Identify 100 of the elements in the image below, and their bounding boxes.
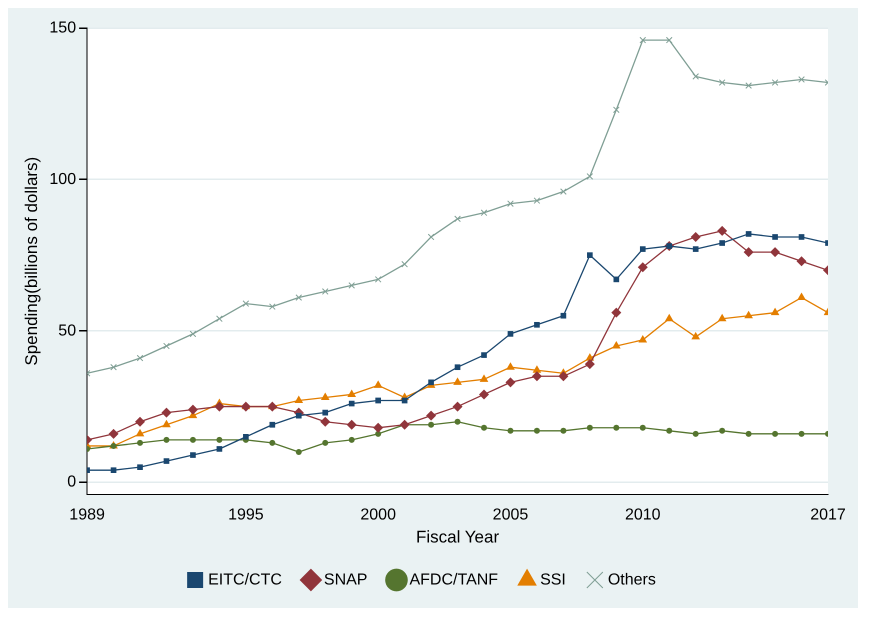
point	[348, 436, 355, 443]
point	[534, 322, 540, 328]
point	[798, 430, 805, 437]
point	[216, 315, 223, 322]
point	[322, 410, 328, 416]
point	[638, 334, 648, 342]
point	[164, 458, 170, 464]
point	[560, 312, 566, 319]
y-tick-label: 100	[49, 170, 76, 188]
point	[320, 416, 330, 427]
point	[744, 310, 753, 318]
point	[348, 282, 356, 289]
point	[428, 422, 434, 428]
point	[508, 331, 514, 337]
point	[772, 234, 778, 240]
point	[797, 292, 806, 300]
legend-label: AFDC/TANF	[409, 571, 498, 588]
point	[481, 352, 487, 358]
point	[746, 231, 752, 237]
point	[798, 234, 804, 240]
point	[320, 392, 330, 400]
point	[269, 422, 276, 428]
point	[428, 380, 434, 386]
point	[346, 420, 357, 430]
point	[719, 240, 725, 246]
point	[110, 467, 116, 473]
point	[137, 440, 144, 446]
point	[746, 430, 752, 437]
point	[506, 362, 515, 370]
point	[428, 234, 434, 240]
point	[214, 402, 224, 412]
point	[348, 400, 355, 406]
x-tick-label: 1989	[69, 506, 105, 524]
point	[770, 247, 780, 258]
point	[719, 428, 726, 434]
point	[691, 332, 700, 340]
y-tick-label: 50	[58, 322, 76, 340]
point	[638, 262, 648, 272]
x-tick-label: 1995	[228, 506, 264, 524]
point	[479, 389, 490, 400]
point	[664, 314, 674, 322]
point	[161, 408, 172, 418]
point	[532, 371, 542, 382]
point	[666, 428, 672, 434]
point	[613, 424, 620, 431]
point	[558, 371, 568, 382]
point	[480, 209, 488, 216]
x-axis-title: Fiscal Year	[416, 527, 500, 546]
point	[135, 416, 146, 427]
point	[136, 354, 144, 362]
point	[534, 197, 540, 204]
point	[402, 398, 408, 404]
point	[612, 341, 621, 348]
point	[745, 82, 752, 89]
point	[717, 226, 728, 236]
point	[373, 422, 384, 433]
point	[611, 308, 622, 318]
point	[640, 424, 646, 431]
y-axis-title: Spending(billions of dollars)	[22, 156, 41, 366]
point	[587, 252, 593, 258]
point	[666, 36, 673, 44]
point	[507, 200, 514, 207]
point	[294, 396, 304, 404]
point	[690, 232, 701, 242]
legend-label: EITC/CTC	[208, 571, 282, 588]
legend-label: Others	[608, 571, 656, 588]
point	[163, 436, 170, 443]
point	[692, 430, 699, 437]
point	[426, 410, 436, 421]
point	[162, 420, 171, 428]
point	[163, 342, 170, 350]
point	[454, 364, 460, 370]
point	[612, 106, 620, 114]
point	[772, 79, 778, 86]
point	[586, 424, 593, 431]
point	[481, 424, 488, 431]
point	[295, 294, 302, 301]
point	[267, 402, 278, 412]
point	[243, 434, 249, 440]
x-tick-label: 2017	[810, 506, 846, 524]
point	[322, 440, 328, 446]
point	[108, 428, 119, 439]
point	[296, 412, 302, 418]
point	[136, 428, 144, 436]
x-tick-label: 2005	[492, 506, 528, 524]
point	[269, 440, 276, 446]
point	[296, 449, 302, 455]
point	[190, 330, 196, 338]
point	[375, 398, 381, 404]
point	[454, 418, 461, 425]
point	[137, 464, 143, 470]
point	[505, 377, 516, 388]
legend-label: SNAP	[324, 571, 368, 588]
point	[268, 303, 276, 310]
point	[401, 260, 408, 268]
y-tick-label: 150	[49, 19, 76, 36]
point	[744, 247, 754, 258]
point	[692, 73, 700, 80]
y-tick-label: 0	[67, 474, 76, 491]
point	[613, 276, 620, 282]
